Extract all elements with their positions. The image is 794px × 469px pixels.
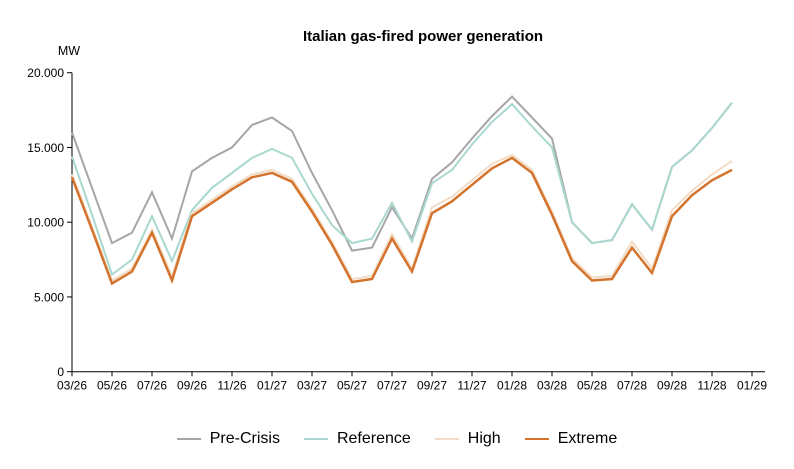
x-tick-label: 01/29 — [737, 379, 767, 393]
x-tick-label: 11/27 — [457, 379, 486, 393]
legend-swatch-high — [434, 438, 459, 440]
x-tick-label: 09/27 — [417, 379, 447, 393]
x-tick-label: 09/28 — [657, 379, 687, 393]
x-tick-label: 03/27 — [297, 379, 327, 393]
x-tick-label: 05/26 — [97, 379, 127, 393]
x-tick-label: 07/28 — [617, 379, 647, 393]
legend-label: Pre-Crisis — [209, 430, 280, 447]
legend-swatch-extreme — [524, 438, 549, 440]
legend-label: Extreme — [557, 430, 618, 447]
legend-label: High — [467, 430, 501, 447]
x-tick-label: 11/28 — [697, 379, 726, 393]
y-tick-label: 10.000 — [27, 216, 64, 230]
series-line-pre-crisis — [71, 95, 733, 252]
x-tick-label: 07/26 — [137, 379, 167, 393]
y-tick-label: 5.000 — [34, 290, 64, 304]
series-line-high — [71, 153, 733, 282]
x-tick-label: 11/26 — [217, 379, 246, 393]
y-tick-label: 0 — [57, 365, 64, 379]
legend-item-high: High — [434, 430, 501, 448]
chart-title: Italian gas-fired power generation — [302, 28, 544, 45]
x-tick-label: 01/28 — [497, 379, 527, 393]
x-tick-label: 03/26 — [57, 379, 87, 393]
x-tick-label: 07/27 — [377, 379, 407, 393]
series-line-reference — [71, 101, 733, 277]
y-tick-label: 15.000 — [27, 141, 64, 155]
y-axis-title: MW — [57, 44, 81, 58]
x-tick-label: 03/28 — [537, 379, 567, 393]
x-tick-label: 05/27 — [337, 379, 367, 393]
series-line-extreme — [70, 156, 733, 286]
legend-swatch-pre-crisis — [176, 438, 201, 440]
legend-item-extreme: Extreme — [524, 430, 618, 448]
legend-swatch-reference — [303, 438, 328, 440]
legend-item-reference: Reference — [303, 430, 411, 448]
legend-item-pre-crisis: Pre-Crisis — [176, 430, 280, 448]
x-tick-label: 09/26 — [177, 379, 207, 393]
legend-label: Reference — [336, 430, 411, 447]
y-tick-label: 20.000 — [27, 66, 64, 80]
x-tick-label: 01/27 — [257, 379, 287, 393]
chart-legend: Pre-Crisis Reference High Extreme — [0, 430, 794, 448]
x-tick-label: 05/28 — [577, 379, 607, 393]
